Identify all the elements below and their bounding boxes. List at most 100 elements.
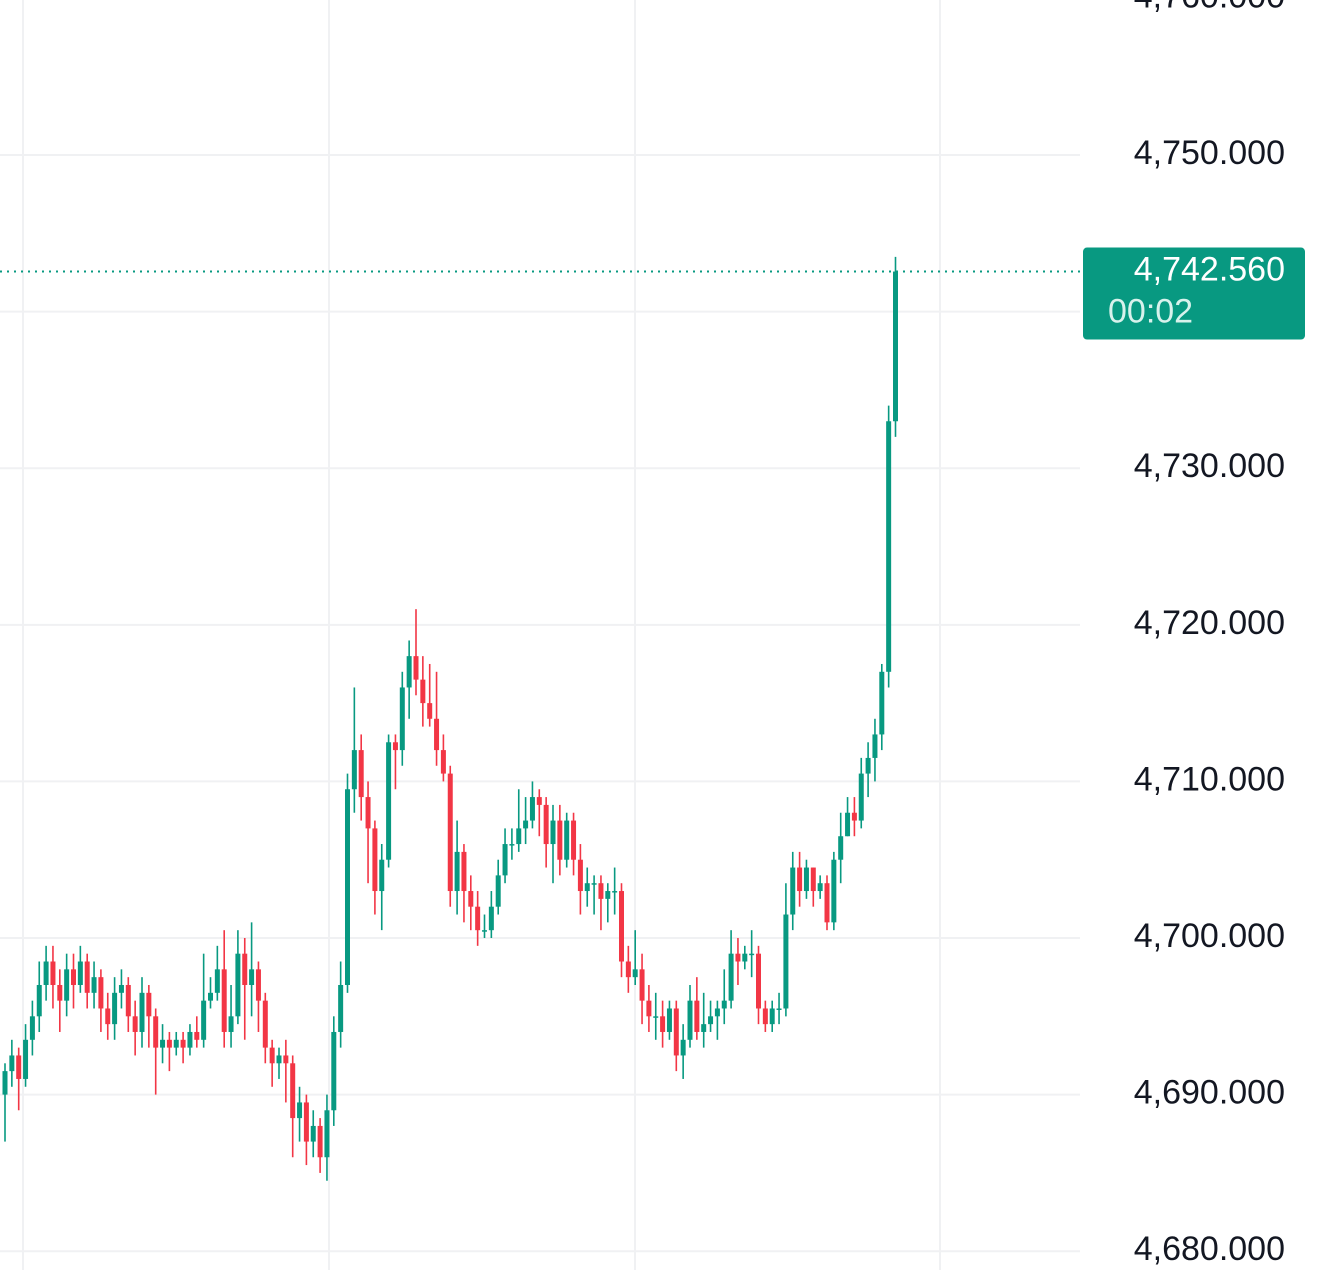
candle-body	[872, 734, 878, 758]
candle-body	[831, 859, 837, 923]
candle-body	[495, 875, 501, 907]
candle-body	[838, 836, 844, 860]
candle-body	[482, 930, 487, 932]
candle-body	[742, 953, 748, 962]
candle-body	[118, 984, 124, 993]
y-tick-label: 4,680.000	[1134, 1230, 1285, 1268]
candle-body	[153, 1016, 159, 1048]
candle-body	[71, 969, 76, 985]
candle-body	[379, 859, 385, 892]
candle-body	[605, 891, 611, 899]
candle-body	[550, 820, 556, 845]
candle-body	[701, 1024, 707, 1032]
candle-body	[105, 1008, 111, 1025]
candle-body	[776, 1008, 782, 1010]
candle-body	[619, 891, 624, 962]
candle-body	[242, 953, 248, 985]
y-tick-label: 4,690.000	[1134, 1074, 1285, 1112]
candle-body	[235, 953, 241, 1017]
candle-body	[783, 914, 789, 1009]
candle-body	[708, 1016, 714, 1025]
candle-body	[386, 742, 392, 860]
candle-body	[516, 828, 522, 845]
candle-body	[173, 1039, 179, 1048]
candle-body	[16, 1055, 22, 1079]
y-tick-label: 4,760.000	[1134, 0, 1285, 15]
candle-body	[406, 656, 412, 688]
candle-body	[345, 789, 350, 985]
candle-body	[817, 883, 823, 892]
candle-body	[598, 883, 604, 899]
candle-body	[317, 1125, 323, 1158]
countdown-label: 00:02	[1108, 293, 1193, 331]
candle-body	[749, 953, 755, 956]
y-tick-label: 4,700.000	[1134, 917, 1285, 955]
candle-body	[639, 969, 645, 1001]
candle-body	[612, 891, 618, 893]
candle-body	[214, 969, 220, 993]
candle-body	[64, 969, 70, 1001]
candle-body	[756, 953, 761, 1009]
candle-body	[194, 1031, 200, 1040]
candle-body	[461, 851, 467, 892]
candle-body	[283, 1055, 289, 1064]
candle-body	[132, 1016, 138, 1032]
candle-body	[591, 883, 597, 885]
candle-body	[509, 844, 515, 846]
candle-body	[564, 820, 570, 860]
candle-body	[290, 1063, 296, 1119]
last-price-badge	[1083, 247, 1305, 340]
candle-body	[146, 992, 152, 1017]
candle-body	[351, 750, 357, 790]
candle-body	[440, 750, 446, 774]
candle-body	[427, 703, 433, 719]
candle-body	[571, 820, 577, 860]
candle-body	[653, 1016, 659, 1018]
candle-body	[523, 820, 529, 829]
candle-body	[447, 773, 453, 892]
candle-body	[310, 1125, 316, 1142]
candle-body	[735, 953, 741, 962]
candle-body	[858, 773, 864, 821]
candle-body	[851, 812, 857, 821]
candle-body	[420, 679, 426, 704]
candle-body	[249, 969, 255, 985]
candle-body	[98, 977, 104, 1009]
candle-body	[331, 1031, 337, 1111]
candle-body	[543, 804, 549, 845]
candle-body	[50, 961, 56, 985]
candle-body	[536, 797, 542, 805]
candle-body	[502, 844, 508, 876]
y-tick-label: 4,750.000	[1134, 134, 1285, 172]
candle-body	[392, 742, 398, 751]
y-tick-label: 4,710.000	[1134, 760, 1285, 798]
candle-body	[646, 1000, 652, 1017]
candle-body	[488, 906, 494, 931]
candle-body	[180, 1039, 186, 1048]
candle-body	[810, 867, 816, 892]
candle-body	[687, 1000, 693, 1040]
y-tick-label: 4,730.000	[1134, 447, 1285, 485]
candle-body	[413, 656, 419, 680]
candle-body	[36, 984, 42, 1017]
candle-body	[728, 953, 734, 1001]
candle-body	[666, 1008, 672, 1032]
y-tick-label: 4,720.000	[1134, 604, 1285, 642]
candle-body	[454, 851, 460, 892]
candle-body	[29, 1016, 35, 1040]
candle-body	[660, 1016, 666, 1032]
candle-body	[269, 1047, 275, 1064]
candle-body	[790, 867, 796, 915]
candle-body	[625, 961, 631, 978]
candle-body	[468, 891, 474, 907]
candle-body	[187, 1031, 193, 1048]
candle-body	[276, 1055, 282, 1064]
last-price-label: 4,742.560	[1134, 251, 1285, 289]
candle-body	[762, 1008, 768, 1025]
candle-body	[694, 1000, 700, 1032]
candle-body	[399, 687, 405, 751]
candle-body	[2, 1071, 8, 1095]
candle-body	[632, 969, 638, 978]
candle-body	[84, 961, 90, 993]
candle-body	[475, 906, 481, 931]
